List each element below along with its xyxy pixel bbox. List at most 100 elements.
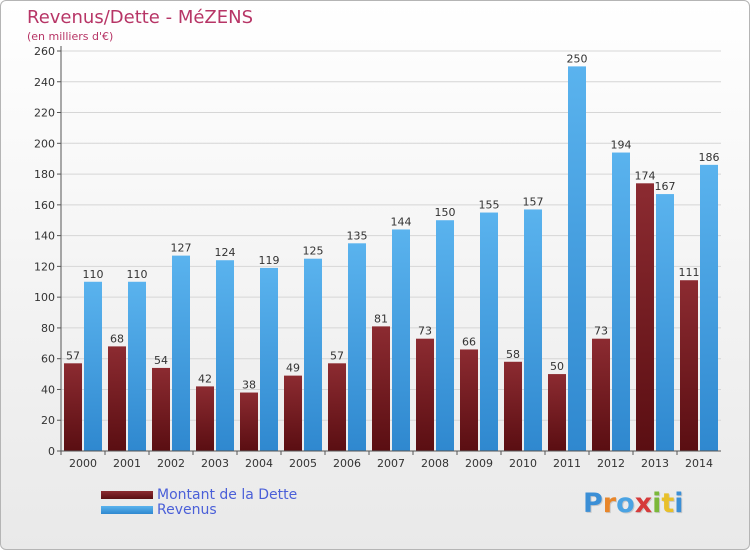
y-tick-label: 260 (34, 45, 55, 58)
legend-item-dette: Montant de la Dette (101, 487, 297, 503)
x-tick-label: 2011 (553, 457, 581, 470)
bar-revenus (392, 229, 410, 451)
chart-title: Revenus/Dette - MéZENS (27, 7, 254, 28)
bar-dette (636, 183, 654, 452)
data-label-revenus: 124 (215, 246, 236, 259)
x-tick-label: 2000 (69, 457, 97, 470)
data-label-dette: 73 (418, 325, 432, 338)
x-tick-label: 2005 (289, 457, 317, 470)
bar-dette (504, 361, 522, 451)
bar-revenus (172, 255, 190, 451)
bar-revenus (260, 267, 278, 451)
legend-swatch-revenus (101, 506, 153, 514)
data-label-revenus: 125 (303, 245, 324, 258)
bar-revenus (128, 281, 146, 451)
data-label-revenus: 144 (391, 215, 412, 228)
bar-dette (108, 346, 126, 451)
data-label-dette: 174 (635, 169, 656, 182)
bar-dette (680, 280, 698, 451)
logo-letter: o (616, 488, 635, 519)
data-label-revenus: 194 (611, 139, 632, 152)
y-tick-label: 160 (34, 199, 55, 212)
bar-dette (196, 386, 214, 451)
logo-letter: i (652, 488, 662, 519)
axes (60, 46, 721, 452)
bar-revenus (216, 260, 234, 451)
bar-revenus (656, 194, 674, 452)
x-tick-label: 2007 (377, 457, 405, 470)
data-label-dette: 57 (330, 349, 344, 362)
data-label-dette: 81 (374, 312, 388, 325)
data-label-dette: 38 (242, 379, 256, 392)
x-tick-label: 2006 (333, 457, 361, 470)
bar-dette (240, 392, 258, 451)
data-label-revenus: 135 (347, 229, 368, 242)
bar-dette (284, 375, 302, 451)
legend-swatch-dette (101, 491, 153, 499)
x-tick-label: 2008 (421, 457, 449, 470)
bar-revenus (304, 258, 322, 451)
x-axis-ticks: 2000 2001 2002 2003 2004 2005 2006 2007 2008 2009… (60, 451, 713, 470)
data-label-dette: 54 (154, 354, 168, 367)
y-tick-label: 200 (34, 137, 55, 150)
x-tick-label: 2014 (685, 457, 713, 470)
data-label-dette: 42 (198, 372, 212, 385)
x-tick-label: 2009 (465, 457, 493, 470)
bar-dette (152, 367, 170, 451)
y-tick-label: 100 (34, 291, 55, 304)
logo-letter: x (634, 488, 653, 519)
y-tick-label: 120 (34, 260, 55, 273)
bar-revenus (568, 66, 586, 451)
data-label-dette: 57 (66, 349, 80, 362)
y-tick-label: 80 (41, 322, 55, 335)
data-label-dette: 111 (679, 266, 700, 279)
bar-revenus (612, 152, 630, 452)
bar-dette (548, 374, 566, 451)
proxiti-logo: Proxiti (583, 488, 684, 519)
data-label-dette: 49 (286, 362, 300, 375)
data-labels: 57 110 68 110 54 127 42 124 38 119 49 125 57 135 81 144… (66, 52, 720, 391)
logo-letter: i (674, 488, 684, 519)
x-tick-label: 2010 (509, 457, 537, 470)
x-tick-label: 2013 (641, 457, 669, 470)
data-label-revenus: 110 (127, 268, 148, 281)
logo-letter: r (602, 488, 617, 519)
x-tick-label: 2001 (113, 457, 141, 470)
data-label-dette: 50 (550, 360, 564, 373)
bar-dette (460, 349, 478, 451)
data-label-revenus: 157 (523, 195, 544, 208)
chart-subtitle: (en milliers d'€) (27, 30, 114, 43)
y-tick-label: 60 (41, 353, 55, 366)
data-label-revenus: 110 (83, 268, 104, 281)
data-label-revenus: 119 (259, 254, 280, 267)
y-axis-ticks: 0 20 40 60 80 100 120 140 160 180 200 220 240 260 (34, 45, 61, 458)
bar-dette (64, 363, 82, 451)
bar-revenus (700, 164, 718, 451)
bar-revenus (348, 243, 366, 451)
data-label-dette: 73 (594, 325, 608, 338)
data-label-revenus: 250 (567, 52, 588, 65)
y-tick-label: 0 (48, 445, 55, 458)
data-label-revenus: 155 (479, 199, 500, 212)
x-tick-label: 2002 (157, 457, 185, 470)
bars (64, 66, 718, 452)
logo-letter: t (661, 488, 675, 519)
y-tick-label: 140 (34, 230, 55, 243)
logo-letter: P (583, 488, 603, 519)
data-label-dette: 68 (110, 332, 124, 345)
y-tick-label: 180 (34, 168, 55, 181)
x-tick-label: 2012 (597, 457, 625, 470)
bar-dette (328, 363, 346, 451)
data-label-dette: 58 (506, 348, 520, 361)
y-tick-label: 220 (34, 107, 55, 120)
y-tick-label: 240 (34, 76, 55, 89)
data-label-revenus: 127 (171, 242, 192, 255)
data-label-revenus: 167 (655, 180, 676, 193)
y-tick-label: 40 (41, 383, 55, 396)
bar-dette (416, 338, 434, 451)
bar-revenus (524, 209, 542, 451)
x-tick-label: 2004 (245, 457, 273, 470)
legend-label-revenus: Revenus (157, 502, 217, 518)
